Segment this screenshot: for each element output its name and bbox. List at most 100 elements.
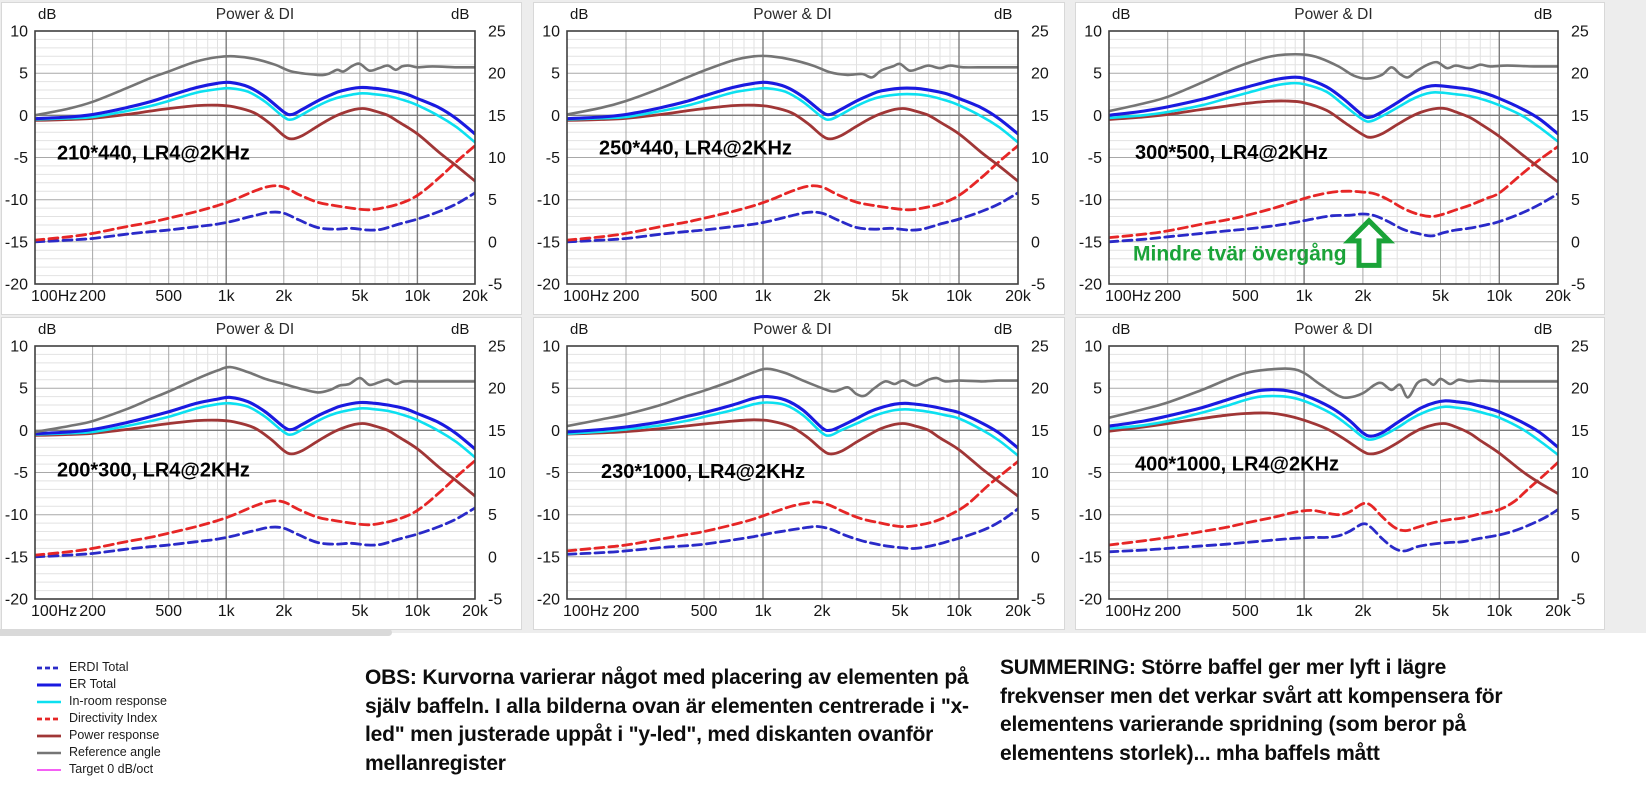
y-tick-left: -10 [5,507,28,524]
legend-swatch-in_room [37,700,61,703]
y-tick-left: -20 [1079,277,1102,294]
series-in_room [567,86,1018,144]
y-tick-right: 0 [1571,234,1580,251]
y-tick-right: 5 [488,192,497,209]
chart-title: Power & DI [216,6,294,23]
x-tick: 20k [462,603,489,620]
legend-swatch-er [37,683,61,686]
y-tick-left: 10 [1084,339,1102,356]
series-di [1109,461,1558,547]
x-tick: 20k [1545,288,1572,305]
y-tick-left: -15 [537,549,560,566]
x-tick: 10k [405,603,432,620]
y-tick-right: 20 [488,381,506,398]
legend-item: Directivity Index [36,710,167,727]
x-tick: 500 [691,288,718,305]
y-tick-left: 0 [1093,423,1102,440]
y-tick-right: -5 [1571,592,1585,609]
series-er [1109,75,1558,136]
x-tick: 2k [275,288,293,305]
x-tick: 5k [351,603,369,620]
y-tick-right: 10 [1031,465,1049,482]
x-tick: 200 [1154,288,1181,305]
series-di [567,144,1018,242]
y-tick-right: 5 [1031,192,1040,209]
series-in_room [1109,394,1558,457]
y-tick-right: 25 [1571,339,1589,356]
power-di-chart-4: Power & DI dB dB 10 5 0 -5 -10 -15 -20 25 20 15 10 5 0 -… [1,317,522,630]
series-er [567,394,1018,450]
x-tick: 200 [79,288,106,305]
power-di-chart-1: Power & DI dB dB 10 5 0 -5 -10 -15 -20 25 20 15 10 5 0 -… [1,2,522,315]
series-power [1109,99,1558,184]
series-reference [35,365,475,434]
y-tick-left: 0 [19,108,28,125]
chart-label: 230*1000, LR4@2KHz [601,461,805,483]
y-tick-right: 10 [1571,150,1589,167]
y-tick-left: -20 [1079,592,1102,609]
y-tick-left: -20 [5,277,28,294]
x-tick: 100Hz [1105,603,1151,620]
y-tick-left: -10 [5,192,28,209]
y-tick-right: 10 [1571,465,1589,482]
x-tick: 100Hz [1105,288,1151,305]
y-tick-right: 15 [1571,423,1589,440]
y-tick-right: 5 [1571,507,1580,524]
up-arrow-icon [1342,217,1396,268]
y-tick-right: 0 [488,234,497,251]
chart-label: 400*1000, LR4@2KHz [1135,453,1339,475]
legend-label: In-room response [69,694,167,708]
y-axis-unit-right: dB [451,6,469,23]
y-tick-left: -20 [537,277,560,294]
series-in_room [567,401,1018,457]
series-power [567,418,1018,498]
x-tick: 100Hz [31,288,77,305]
power-di-chart-5: Power & DI dB dB 10 5 0 -5 -10 -15 -20 25 20 15 10 5 0 -… [533,317,1065,630]
y-tick-left: 5 [551,381,560,398]
y-tick-left: -5 [1088,150,1102,167]
y-tick-left: -10 [1079,507,1102,524]
y-tick-left: 0 [551,108,560,125]
chart-label: 250*440, LR4@2KHz [599,138,792,160]
chart-title: Power & DI [216,321,294,338]
y-tick-left: 10 [542,339,560,356]
legend-swatch-target [37,768,61,771]
note-summering: SUMMERING: Större baffel ger mer lyft i … [1000,656,1503,765]
y-tick-left: -15 [1079,234,1102,251]
x-tick: 5k [1432,603,1450,620]
series-erdi [567,507,1018,556]
y-tick-right: 0 [1571,549,1580,566]
x-tick: 10k [405,288,432,305]
x-tick: 200 [613,288,640,305]
y-tick-right: 0 [488,549,497,566]
series-in_room [35,86,475,144]
x-tick: 1k [755,288,773,305]
legend-item: In-room response [36,693,167,710]
series-er [35,395,475,451]
scrollbar-thumb[interactable] [0,629,392,636]
legend-label: ER Total [69,677,117,691]
x-tick: 500 [155,603,182,620]
legend-item: Target 0 dB/oct [36,761,167,778]
x-tick: 100Hz [31,603,77,620]
y-axis-unit-left: dB [38,321,56,338]
power-di-plot: Power & DI dB dB 10 5 0 -5 -10 -15 -20 25 20 15 10 5 0 -… [537,6,1049,305]
legend-swatch-reference [37,751,61,754]
legend-label: Directivity Index [69,711,158,725]
series-in_room [35,401,475,459]
y-tick-left: -5 [546,465,560,482]
x-tick: 1k [1296,603,1314,620]
y-tick-right: 25 [1571,24,1589,41]
y-tick-right: 15 [488,108,506,125]
y-tick-left: 5 [19,66,28,83]
y-axis-unit-right: dB [994,321,1012,338]
series-er [1109,388,1558,449]
y-tick-right: 15 [1571,108,1589,125]
power-di-plot: Power & DI dB dB 10 5 0 -5 -10 -15 -20 25 20 15 10 5 0 -… [5,6,506,305]
y-tick-left: 10 [1084,24,1102,41]
y-tick-right: 10 [1031,150,1049,167]
series-reference [35,54,475,117]
series-power [567,103,1018,183]
x-tick: 5k [351,288,369,305]
series-di [567,460,1018,553]
